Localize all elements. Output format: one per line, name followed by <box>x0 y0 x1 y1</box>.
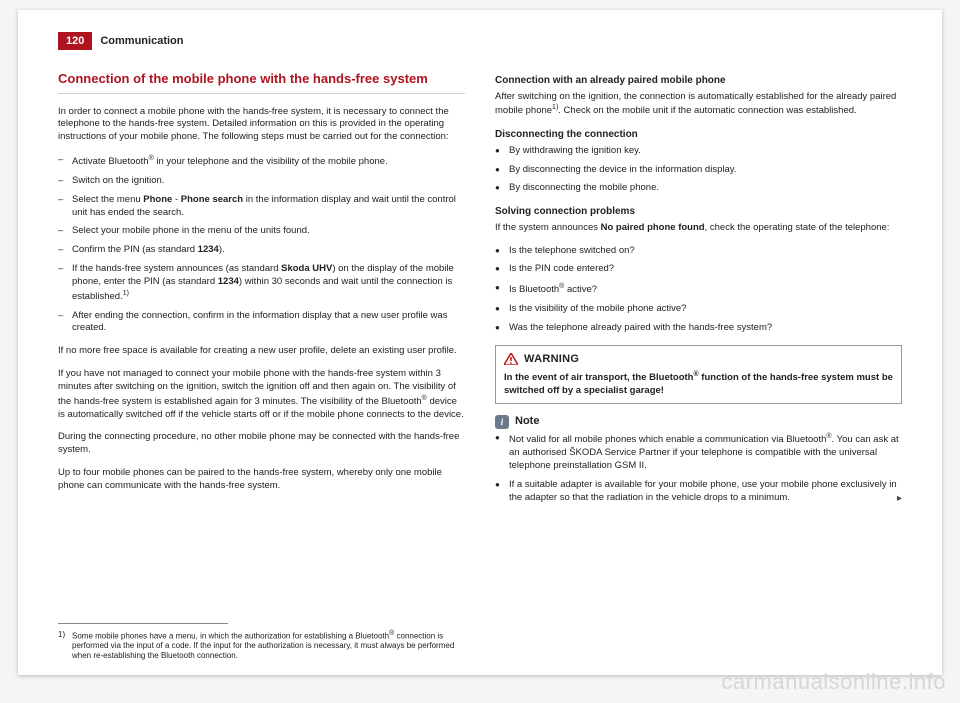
dash-marker: – <box>58 175 72 188</box>
subhead-disconnect: Disconnecting the connection <box>495 128 902 142</box>
warning-title: WARNING <box>524 352 579 367</box>
step-text: Activate Bluetooth® in your telephone an… <box>72 154 465 169</box>
checks-list: ●Is the telephone switched on? ●Is the P… <box>495 245 902 335</box>
left-column: Connection of the mobile phone with the … <box>58 70 465 661</box>
para-no-other: During the connecting procedure, no othe… <box>58 431 465 457</box>
intro-paragraph: In order to connect a mobile phone with … <box>58 106 465 144</box>
bullet-item: ●Not valid for all mobile phones which e… <box>495 432 902 473</box>
step-item: –Switch on the ignition. <box>58 175 465 188</box>
warning-text: In the event of air transport, the Bluet… <box>504 370 893 398</box>
bullet-item: ●Is the PIN code entered? <box>495 263 902 276</box>
dash-marker: – <box>58 225 72 238</box>
warning-triangle-icon <box>504 353 518 365</box>
step-item: –Select your mobile phone in the menu of… <box>58 225 465 238</box>
step-text: Confirm the PIN (as standard 1234). <box>72 244 465 257</box>
bullet-text: Was the telephone already paired with th… <box>509 322 902 335</box>
manual-page: 120 Communication Connection of the mobi… <box>18 10 942 675</box>
bullet-marker: ● <box>495 322 509 335</box>
step-text: Select your mobile phone in the menu of … <box>72 225 465 238</box>
bullet-text: Not valid for all mobile phones which en… <box>509 432 902 473</box>
bullet-item: ●By disconnecting the device in the info… <box>495 164 902 177</box>
bullet-text: Is the PIN code entered? <box>509 263 902 276</box>
warning-header: WARNING <box>504 352 893 367</box>
dash-marker: – <box>58 154 72 169</box>
bullet-marker: ● <box>495 432 509 473</box>
step-text: If the hands-free system announces (as s… <box>72 263 465 304</box>
dash-marker: – <box>58 310 72 336</box>
bullet-text: By withdrawing the ignition key. <box>509 145 902 158</box>
bullet-marker: ● <box>495 145 509 158</box>
bullet-marker: ● <box>495 303 509 316</box>
section-title: Communication <box>100 35 183 47</box>
bullet-item: ●By disconnecting the mobile phone. <box>495 182 902 195</box>
step-item: –Activate Bluetooth® in your telephone a… <box>58 154 465 169</box>
step-item: –Confirm the PIN (as standard 1234). <box>58 244 465 257</box>
subhead-paired: Connection with an already paired mobile… <box>495 74 902 88</box>
bullet-marker: ● <box>495 182 509 195</box>
content-columns: Connection of the mobile phone with the … <box>58 70 902 661</box>
page-number-badge: 120 <box>58 32 92 50</box>
bullet-marker: ● <box>495 245 509 258</box>
para-paired: After switching on the ignition, the con… <box>495 91 902 119</box>
para-four-phones: Up to four mobile phones can be paired t… <box>58 467 465 493</box>
dash-marker: – <box>58 194 72 220</box>
bullet-marker: ● <box>495 282 509 297</box>
bullet-marker: ● <box>495 479 509 505</box>
step-text: Select the menu Phone - Phone search in … <box>72 194 465 220</box>
bullet-item: ●Was the telephone already paired with t… <box>495 322 902 335</box>
dash-marker: – <box>58 244 72 257</box>
warning-box: WARNING In the event of air transport, t… <box>495 345 902 405</box>
bullet-item: ●Is the telephone switched on? <box>495 245 902 258</box>
bullet-text: Is the visibility of the mobile phone ac… <box>509 303 902 316</box>
para-timeout: If you have not managed to connect your … <box>58 368 465 421</box>
step-item: –If the hands-free system announces (as … <box>58 263 465 304</box>
dash-marker: – <box>58 263 72 304</box>
note-header: i Note <box>495 414 902 429</box>
footnote-rule <box>58 623 228 624</box>
bullet-text: By disconnecting the device in the infor… <box>509 164 902 177</box>
right-column: Connection with an already paired mobile… <box>495 70 902 661</box>
bullet-text: By disconnecting the mobile phone. <box>509 182 902 195</box>
bullet-marker: ● <box>495 164 509 177</box>
bullet-marker: ● <box>495 263 509 276</box>
bullet-text: Is Bluetooth® active? <box>509 282 902 297</box>
disconnect-list: ●By withdrawing the ignition key. ●By di… <box>495 145 902 195</box>
bullet-item: ●Is the visibility of the mobile phone a… <box>495 303 902 316</box>
footnote: 1) Some mobile phones have a menu, in wh… <box>58 630 465 662</box>
para-no-space: If no more free space is available for c… <box>58 345 465 358</box>
bullet-text: If a suitable adapter is available for y… <box>509 479 902 505</box>
note-title: Note <box>515 414 539 429</box>
step-text: After ending the connection, confirm in … <box>72 310 465 336</box>
connection-steps: –Activate Bluetooth® in your telephone a… <box>58 154 465 335</box>
bullet-item: ●If a suitable adapter is available for … <box>495 479 902 505</box>
footnote-mark: 1) <box>58 630 72 662</box>
bullet-item: ●Is Bluetooth® active? <box>495 282 902 297</box>
continue-arrow-icon: ▸ <box>897 492 902 506</box>
para-problems: If the system announces No paired phone … <box>495 222 902 235</box>
step-text: Switch on the ignition. <box>72 175 465 188</box>
bullet-text: Is the telephone switched on? <box>509 245 902 258</box>
watermark-text: carmanualsonline.info <box>721 669 946 695</box>
footnote-text: Some mobile phones have a menu, in which… <box>72 630 465 662</box>
note-list: ●Not valid for all mobile phones which e… <box>495 432 902 505</box>
bullet-item: ●By withdrawing the ignition key. <box>495 145 902 158</box>
page-header: 120 Communication <box>58 32 902 50</box>
subhead-problems: Solving connection problems <box>495 205 902 219</box>
note-info-icon: i <box>495 415 509 429</box>
step-item: –After ending the connection, confirm in… <box>58 310 465 336</box>
left-heading: Connection of the mobile phone with the … <box>58 70 465 94</box>
step-item: –Select the menu Phone - Phone search in… <box>58 194 465 220</box>
